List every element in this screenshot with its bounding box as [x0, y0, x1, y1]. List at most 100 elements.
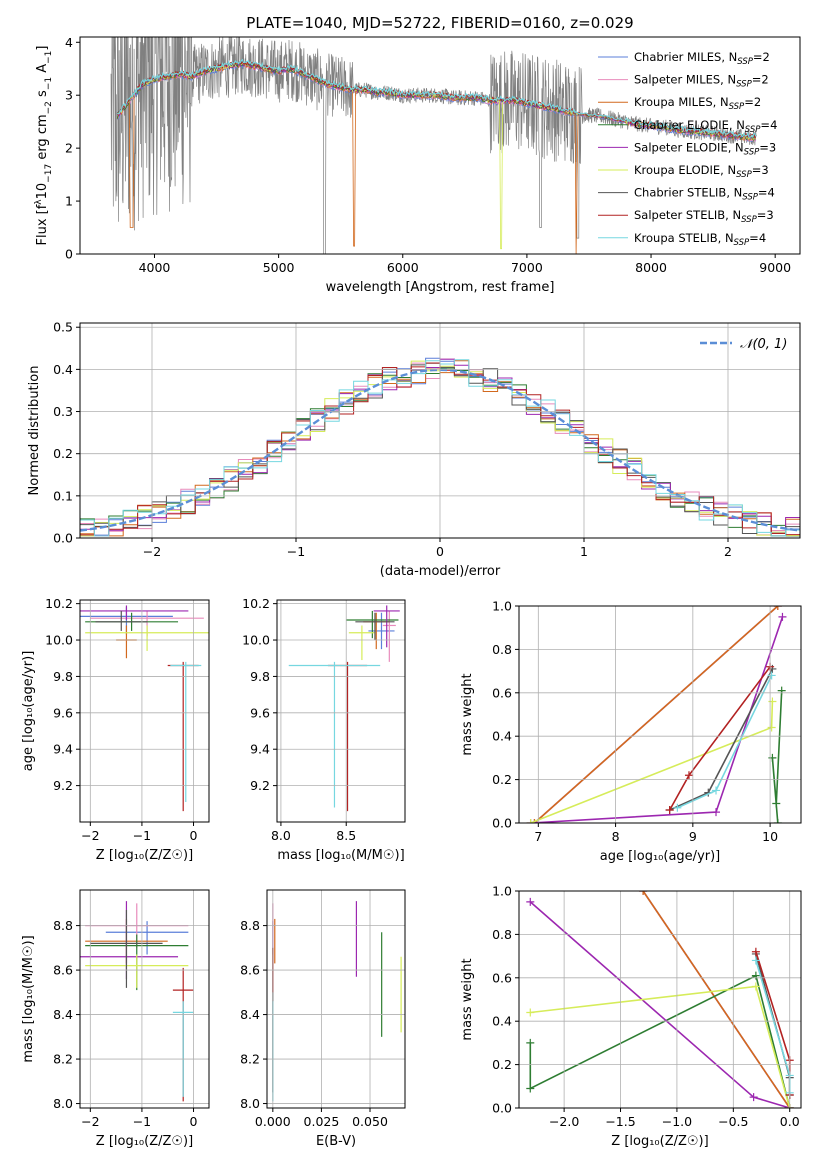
y-tick-label: 0.4	[53, 362, 73, 377]
legend-separator: ,	[718, 231, 725, 245]
spectrum-x-axis-label: wavelength [Angstrom, rest frame]	[326, 280, 555, 295]
y-tick-label: 9.4	[53, 742, 73, 757]
age-vs-mass-x-axis-label: mass [log₁₀(M/M☉)]	[277, 848, 404, 863]
x-tick-label: −2	[81, 1114, 99, 1129]
x-tick-label: 0.025	[304, 1114, 340, 1129]
legend-model-name: Chabrier STELIB	[634, 186, 726, 200]
mass-weight-marker	[767, 723, 776, 732]
spectrum-panel: 4000 5000 6000 7000 8000 900001234wavelength …	[34, 35, 801, 295]
legend-ssp: SSP	[737, 57, 753, 67]
legend-nssp: 4	[768, 186, 775, 200]
y-label-part: λ	[34, 199, 44, 205]
legend-n: N	[727, 73, 736, 87]
y-tick-label: 0.6	[492, 685, 512, 700]
mass-vs-metallicity-plot-area	[80, 901, 194, 1102]
mass-weight-marker	[526, 897, 535, 906]
y-tick-label: 8.4	[53, 1007, 73, 1022]
y-tick-label: 8.2	[240, 1052, 260, 1067]
mass-weight-vs-metallicity-panel: −2.0 −1.5 −1.0 −0.5 0.0 0.0 0.2 0.4 0.6 0.8 1.0 Z […	[460, 884, 802, 1149]
x-tick-label: 0.050	[352, 1114, 388, 1129]
x-tick-label: −2.0	[549, 1114, 579, 1129]
x-tick-label: 7000	[511, 260, 543, 275]
legend-entry: Chabrier STELIB, NSSP=4	[634, 186, 775, 203]
y-tick-label: 9.4	[250, 742, 270, 757]
legend-entry: Kroupa ELODIE, NSSP=3	[634, 163, 769, 180]
legend-model-name: Chabrier ELODIE	[634, 118, 729, 132]
y-label-part: Flux [f	[35, 204, 50, 245]
x-tick-label: 6000	[387, 260, 419, 275]
x-tick-label: 1	[580, 544, 588, 559]
legend-nssp: 3	[769, 140, 776, 154]
mass-weight-marker	[665, 805, 674, 814]
legend-ssp: SSP	[736, 170, 752, 180]
y-tick-label: 8.8	[240, 918, 260, 933]
y-tick-label: 0.0	[53, 531, 73, 546]
legend-ssp: SSP	[742, 193, 758, 203]
y-tick-label: 0.3	[53, 404, 73, 419]
mass-weight-marker	[751, 982, 760, 991]
y-tick-label: 0	[65, 247, 73, 262]
legend-nssp: 3	[761, 163, 768, 177]
y-label-part: −1	[44, 51, 54, 64]
y-tick-label: 10.2	[242, 596, 270, 611]
x-tick-label: −0.5	[718, 1114, 748, 1129]
x-tick-label: 7	[534, 829, 542, 844]
y-tick-label: 8.8	[53, 918, 73, 933]
y-tick-label: 0.0	[492, 1101, 512, 1116]
legend-entry: Kroupa MILES, NSSP=2	[634, 95, 761, 112]
y-tick-label: 0.2	[492, 1057, 512, 1072]
legend-n: N	[736, 118, 745, 132]
legend-equals: =	[753, 50, 763, 64]
y-tick-label: 0.1	[53, 488, 73, 503]
legend-equals: =	[757, 208, 767, 222]
y-tick-label: 9.2	[250, 778, 270, 793]
mass-weight-marker	[773, 819, 782, 823]
legend-nssp: 4	[759, 231, 766, 245]
legend-separator: ,	[726, 186, 733, 200]
mass-weight-vs-age-frame	[518, 605, 802, 824]
x-tick-label: 8.0	[271, 828, 291, 843]
y-tick-label: 1	[65, 194, 73, 209]
age-vs-metallicity-y-axis-label: age [log₁₀(age/yr)]	[21, 651, 36, 772]
y-tick-label: 0.2	[53, 446, 73, 461]
x-tick-label: 9	[689, 829, 697, 844]
age-vs-mass-plot-area	[288, 605, 400, 812]
x-tick-label: 4000	[139, 260, 171, 275]
mass-vs-metallicity-panel: −2 −1 0 8.0 8.2 8.4 8.6 8.8 Z [log₁₀(Z/Z☉)] mass …	[21, 889, 210, 1149]
age-vs-metallicity-panel: −2 −1 0 9.2 9.4 9.6 9.8 10.0 10.2 Z [log₁₀(Z/Z☉)]…	[21, 596, 210, 863]
mass-weight-line	[642, 891, 791, 1108]
mass-weight-line	[529, 974, 791, 1108]
y-label-part: 10	[35, 183, 50, 200]
legend-model-name: Kroupa ELODIE	[634, 163, 720, 177]
x-tick-label: −1	[287, 544, 305, 559]
legend-equals: =	[758, 186, 768, 200]
legend-separator: ,	[725, 208, 732, 222]
y-tick-label: 2	[65, 141, 73, 156]
y-tick-label: 0.8	[492, 927, 512, 942]
mass-weight-marker	[777, 686, 786, 695]
legend-model-name: Salpeter ELODIE	[634, 140, 728, 154]
x-tick-label: 2	[724, 544, 732, 559]
legend-ssp: SSP	[745, 125, 761, 135]
y-tick-label: 0.5	[53, 320, 73, 335]
legend-model-name: Kroupa MILES	[634, 95, 713, 109]
legend-separator: ,	[720, 73, 727, 87]
mass-weight-vs-metallicity-frame	[518, 890, 802, 1109]
legend-n: N	[727, 163, 736, 177]
mass-weight-marker	[639, 891, 648, 895]
x-tick-label: 9000	[759, 260, 791, 275]
mass-weight-marker	[684, 771, 693, 780]
mass-weight-marker	[749, 1093, 758, 1102]
residuals-x-axis-label: (data-model)/error	[380, 564, 501, 579]
legend-equals: =	[744, 95, 754, 109]
mass-weight-line	[533, 606, 779, 823]
age-vs-mass-panel: 8.0 8.5 9.2 9.4 9.6 9.8 10.0 10.2 mass [log₁₀(M/…	[242, 596, 406, 863]
legend-separator: ,	[720, 163, 727, 177]
mass-vs-ebv-frame	[266, 889, 406, 1109]
legend-n: N	[734, 186, 743, 200]
y-tick-label: 1.0	[492, 884, 512, 899]
residuals-frame	[79, 322, 801, 539]
y-tick-label: 8.0	[240, 1096, 260, 1111]
mass-vs-ebv-plot-area	[272, 901, 402, 1102]
